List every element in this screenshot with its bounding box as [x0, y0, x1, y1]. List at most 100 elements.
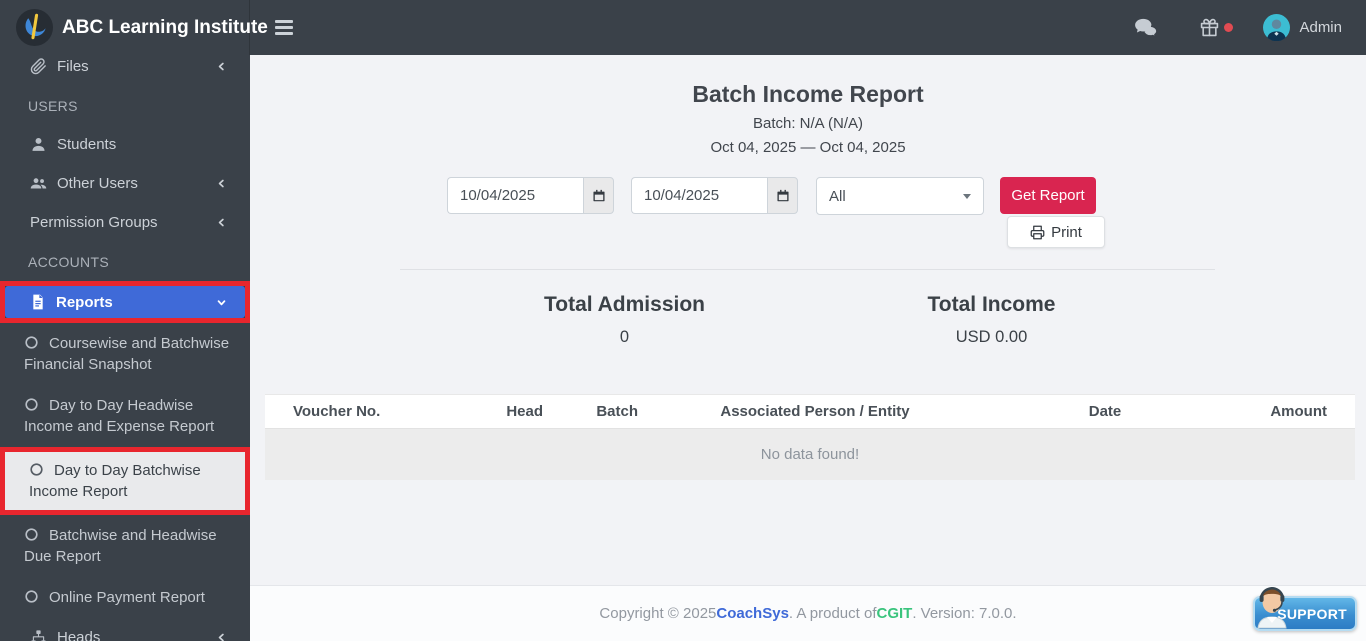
page-title: Batch Income Report [692, 81, 924, 107]
sidebar-section-users: USERS [28, 97, 78, 114]
income-report-table: Voucher No. Head Batch Associated Person… [265, 394, 1355, 480]
sidebar-toggle-button[interactable] [271, 16, 297, 39]
sitemap-icon [31, 630, 46, 641]
total-income-label: Total Income [927, 293, 1056, 316]
person-icon [32, 137, 45, 151]
sidebar-item-heads[interactable]: Heads [0, 618, 250, 641]
document-icon [33, 294, 43, 310]
column-header-amount: Amount [1230, 394, 1355, 429]
total-admission-label: Total Admission [543, 293, 705, 316]
from-date-input[interactable] [447, 177, 583, 214]
notification-dot [1224, 23, 1234, 32]
sidebar-item-label: Permission Groups [30, 214, 158, 231]
radio-circle-icon [25, 590, 38, 603]
gifts-icon[interactable] [1200, 18, 1234, 37]
sidebar-subitem-label: Day to Day Headwise Income and Expense R… [24, 397, 215, 435]
support-agent-icon [1257, 587, 1287, 629]
radio-circle-icon [25, 528, 38, 541]
totals-row: Total Admission 0 Total Income USD 0.00 [441, 292, 1175, 347]
total-admission-value: 0 [619, 328, 630, 346]
sidebar-subitem-label: Online Payment Report [49, 589, 205, 606]
radio-circle-icon [30, 463, 43, 476]
sidebar-item-permission-groups[interactable]: Permission Groups [0, 203, 250, 242]
column-header-voucher-no: Voucher No. [265, 394, 480, 429]
sidebar-nav: Files USERS Students Other Users Permiss… [0, 55, 250, 641]
brand-area[interactable]: ABC Learning Institute [0, 0, 268, 55]
column-header-head: Head [480, 394, 555, 429]
sidebar-subitem-coursewise-batchwise-snapshot[interactable]: Coursewise and Batchwise Financial Snaps… [0, 323, 250, 385]
print-button-label: Print [1051, 223, 1082, 241]
paperclip-icon [30, 58, 46, 75]
section-divider [400, 269, 1215, 270]
table-header-row: Voucher No. Head Batch Associated Person… [265, 394, 1355, 429]
report-filter-form: All Get Report [447, 177, 1366, 215]
coachsys-link[interactable]: CoachSys [716, 605, 789, 622]
support-button-label: SUPPORT [1277, 605, 1347, 622]
sidebar-item-label: Reports [56, 293, 113, 311]
support-button[interactable]: SUPPORT [1253, 587, 1357, 631]
brand-title: ABC Learning Institute [62, 16, 268, 38]
chevron-left-icon [218, 62, 224, 71]
table-empty-row: No data found! [265, 428, 1355, 480]
from-date-calendar-button[interactable] [583, 177, 614, 214]
sidebar-section-accounts: ACCOUNTS [28, 253, 109, 270]
annotation-box-reports: Reports [0, 281, 250, 323]
top-header: ABC Learning Institute [0, 0, 1366, 55]
user-name-label[interactable]: Admin [1299, 19, 1342, 36]
printer-icon [1030, 225, 1045, 239]
sidebar-subitem-day-batchwise-income[interactable]: Day to Day Batchwise Income Report [5, 452, 245, 510]
chevron-down-icon [217, 299, 226, 305]
sidebar-item-label: Students [57, 136, 117, 153]
sidebar-subitem-online-payment-report[interactable]: Online Payment Report [0, 577, 250, 618]
radio-circle-icon [25, 398, 38, 411]
sidebar-subitem-label: Batchwise and Headwise Due Report [24, 527, 217, 565]
sidebar-item-files[interactable]: Files [0, 55, 250, 86]
people-group-icon [30, 178, 47, 189]
cgit-link[interactable]: CGIT [876, 605, 913, 622]
main-content: Batch Income Report Batch: N/A (N/A) Oct… [250, 55, 1366, 585]
sidebar-subitem-day-headwise-income-expense[interactable]: Day to Day Headwise Income and Expense R… [0, 385, 250, 447]
annotation-box-day-batchwise-income: Day to Day Batchwise Income Report [0, 447, 250, 515]
chevron-left-icon [218, 179, 224, 188]
empty-table-message: No data found! [265, 428, 1355, 480]
total-income-value: USD 0.00 [955, 328, 1028, 346]
sidebar-subitem-label: Coursewise and Batchwise Financial Snaps… [24, 335, 230, 373]
sidebar-item-students[interactable]: Students [0, 125, 250, 164]
messages-icon[interactable] [1134, 18, 1159, 38]
sidebar-subitem-batchwise-headwise-due[interactable]: Batchwise and Headwise Due Report [0, 515, 250, 577]
to-date-group [631, 177, 798, 214]
sidebar-item-label: Heads [57, 629, 101, 641]
sidebar-item-label: Files [57, 58, 89, 75]
sidebar-item-reports[interactable]: Reports [5, 286, 245, 318]
print-button[interactable]: Print [1007, 216, 1105, 248]
column-header-associated-person: Associated Person / Entity [650, 394, 980, 429]
to-date-input[interactable] [631, 177, 767, 214]
page-footer: Copyright © 2025 CoachSys. A product of … [250, 585, 1366, 641]
column-header-date: Date [980, 394, 1230, 429]
sidebar-item-label: Other Users [57, 175, 138, 192]
batch-filter-selected-value: All [829, 187, 846, 205]
caret-down-icon [963, 193, 971, 199]
date-range-subtitle: Oct 04, 2025 — Oct 04, 2025 [710, 139, 906, 156]
sidebar-item-other-users[interactable]: Other Users [0, 164, 250, 203]
column-header-batch: Batch [555, 394, 650, 429]
copyright-text: Copyright © 2025 [599, 605, 717, 622]
app-logo-icon [16, 9, 53, 46]
header-actions: Admin [1134, 14, 1366, 42]
calendar-icon [776, 189, 789, 201]
version-text: . Version: 7.0.0. [912, 605, 1017, 622]
total-income-block: Total Income USD 0.00 [808, 292, 1175, 347]
total-admission-block: Total Admission 0 [441, 292, 808, 347]
copyright-text: . A product of [788, 605, 877, 622]
to-date-calendar-button[interactable] [767, 177, 798, 214]
calendar-icon [592, 189, 605, 201]
sidebar-subitem-label: Day to Day Batchwise Income Report [29, 462, 201, 500]
user-avatar[interactable] [1263, 14, 1291, 42]
chevron-left-icon [218, 218, 224, 227]
chevron-left-icon [218, 633, 224, 641]
batch-filter-select[interactable]: All [816, 177, 984, 215]
from-date-group [447, 177, 614, 214]
radio-circle-icon [25, 336, 38, 349]
get-report-button[interactable]: Get Report [1000, 177, 1096, 214]
batch-subtitle: Batch: N/A (N/A) [752, 115, 864, 132]
